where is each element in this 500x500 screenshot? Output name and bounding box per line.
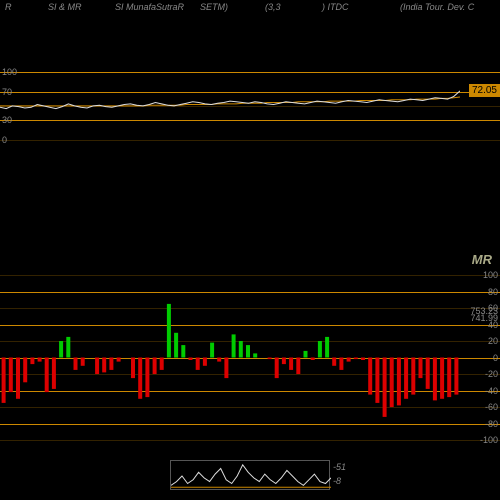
histogram-bar xyxy=(304,351,308,358)
histogram-bar xyxy=(454,358,458,395)
histogram-bar xyxy=(246,345,250,357)
histogram-bar xyxy=(45,358,49,393)
histogram-bar xyxy=(440,358,444,399)
histogram-bar xyxy=(189,358,193,361)
histogram-bar xyxy=(404,358,408,399)
histogram-bar xyxy=(131,358,135,379)
histogram-bar xyxy=(361,358,365,361)
histogram-bar xyxy=(282,358,286,365)
histogram-bar xyxy=(426,358,430,389)
histogram-bar xyxy=(419,358,423,379)
histogram-bar xyxy=(332,358,336,366)
histogram-bar xyxy=(318,341,322,358)
histogram-bar xyxy=(181,345,185,357)
histogram-bar xyxy=(196,358,200,370)
histogram-bar xyxy=(296,358,300,375)
histogram-bar xyxy=(66,337,70,358)
histogram-bar xyxy=(9,358,13,393)
histogram-bar xyxy=(102,358,106,373)
histogram-bar xyxy=(325,337,329,358)
histogram-bar xyxy=(411,358,415,395)
histogram-bar xyxy=(268,358,272,360)
histogram-bar xyxy=(174,333,178,358)
histogram-bar xyxy=(224,358,228,379)
mini-label: -8 xyxy=(333,476,341,486)
histogram-bar xyxy=(23,358,27,383)
histogram-bar xyxy=(354,358,358,360)
histogram-bar xyxy=(52,358,56,389)
histogram-bar xyxy=(447,358,451,398)
histogram-bar xyxy=(59,341,63,358)
histogram-bar xyxy=(38,358,42,362)
histogram-bar xyxy=(30,358,34,365)
histogram-bar xyxy=(117,358,121,362)
histogram-bar xyxy=(109,358,113,370)
histogram-bar xyxy=(375,358,379,403)
histogram-bar xyxy=(153,358,157,375)
histogram-bar xyxy=(239,341,243,358)
histogram-bar xyxy=(138,358,142,399)
histogram-bar xyxy=(217,358,221,362)
histogram-bar xyxy=(16,358,20,399)
histogram-bar xyxy=(167,304,171,358)
histogram-bar xyxy=(397,358,401,406)
histogram-bar xyxy=(347,358,351,362)
histogram-bar xyxy=(390,358,394,408)
histogram-bar xyxy=(383,358,387,417)
histogram-bar xyxy=(210,343,214,358)
histogram-bar xyxy=(74,358,78,370)
mini-label: -51 xyxy=(333,462,346,472)
histogram-bar xyxy=(203,358,207,366)
histogram-bar xyxy=(368,358,372,395)
histogram-bar xyxy=(275,358,279,379)
histogram-bar xyxy=(339,358,343,370)
histogram-bar xyxy=(95,358,99,375)
histogram-bar xyxy=(311,358,315,361)
histogram-bar xyxy=(2,358,6,403)
histogram-bar xyxy=(253,353,257,357)
histogram-bar xyxy=(81,358,85,366)
histogram-bar xyxy=(289,358,293,370)
histogram-bar xyxy=(232,334,236,357)
mini-panel: -51-8 xyxy=(170,460,330,490)
histogram-bar xyxy=(433,358,437,401)
lower-chart xyxy=(0,0,500,500)
histogram-bar xyxy=(160,358,164,370)
histogram-bar xyxy=(145,358,149,398)
